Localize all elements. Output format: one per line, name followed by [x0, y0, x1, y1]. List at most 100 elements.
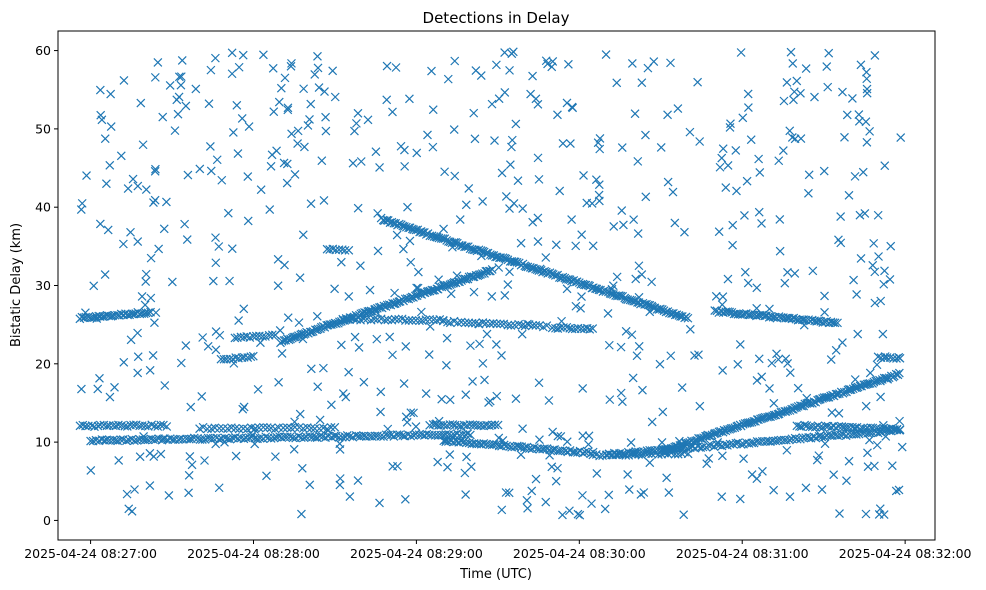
- data-point: [320, 87, 329, 97]
- data-point: [441, 437, 451, 447]
- data-point: [469, 108, 479, 118]
- data-point: [796, 88, 805, 98]
- data-point: [498, 253, 508, 263]
- data-point: [847, 93, 857, 103]
- data-point: [627, 295, 637, 305]
- data-point: [100, 134, 110, 144]
- data-point: [703, 430, 713, 440]
- data-point: [726, 424, 736, 433]
- data-point: [876, 296, 886, 306]
- data-point: [182, 235, 192, 245]
- data-point: [802, 421, 812, 431]
- data-point: [523, 503, 532, 513]
- data-point: [548, 445, 558, 455]
- data-point: [634, 341, 644, 351]
- data-point: [674, 436, 684, 446]
- data-point: [82, 171, 91, 180]
- data-point: [714, 227, 724, 237]
- data-point: [497, 168, 507, 178]
- data-point: [551, 240, 561, 250]
- data-point: [492, 319, 502, 329]
- data-point: [485, 319, 495, 329]
- data-point: [894, 352, 904, 362]
- data-point: [158, 434, 168, 444]
- data-point: [680, 227, 689, 237]
- data-point: [531, 94, 541, 104]
- data-point: [183, 170, 193, 180]
- data-point: [453, 318, 463, 328]
- data-point: [487, 265, 497, 274]
- data-point: [783, 358, 793, 368]
- data-point: [533, 237, 543, 246]
- data-point: [821, 393, 831, 402]
- data-point: [222, 354, 231, 364]
- data-point: [80, 308, 90, 318]
- data-point: [391, 63, 401, 72]
- data-point: [874, 252, 883, 261]
- data-point: [299, 84, 309, 94]
- data-point: [211, 439, 221, 449]
- data-point: [164, 491, 174, 500]
- data-point: [535, 264, 545, 274]
- data-point: [492, 391, 502, 401]
- data-point: [786, 47, 796, 57]
- data-point: [542, 444, 552, 453]
- data-point: [571, 277, 580, 287]
- data-point: [757, 219, 766, 228]
- data-point: [830, 318, 840, 328]
- data-point: [214, 434, 224, 444]
- data-point: [89, 281, 99, 291]
- data-point: [185, 452, 195, 461]
- data-point: [491, 60, 501, 70]
- data-point: [628, 373, 638, 383]
- data-point: [779, 96, 789, 106]
- data-point: [577, 230, 587, 240]
- data-point: [110, 382, 119, 392]
- data-point: [403, 202, 412, 212]
- data-point: [850, 171, 860, 181]
- data-point: [512, 257, 522, 267]
- data-point: [461, 390, 471, 400]
- data-point: [824, 48, 834, 58]
- data-point: [305, 115, 314, 124]
- data-point: [136, 98, 146, 108]
- data-point: [469, 287, 479, 297]
- data-point: [740, 267, 750, 277]
- data-point: [158, 112, 168, 122]
- data-point: [823, 82, 833, 92]
- data-point: [488, 318, 498, 328]
- data-point: [657, 438, 667, 447]
- data-point: [861, 509, 871, 519]
- data-point: [471, 66, 481, 75]
- data-point: [789, 313, 799, 323]
- data-point: [840, 132, 849, 142]
- data-point: [617, 397, 627, 407]
- data-point: [731, 146, 741, 155]
- data-point: [416, 307, 426, 317]
- data-point: [95, 219, 105, 229]
- data-point: [591, 175, 601, 185]
- data-point: [439, 224, 449, 234]
- data-point: [474, 319, 484, 329]
- data-point: [288, 433, 298, 443]
- data-point: [428, 142, 438, 152]
- data-point: [627, 59, 637, 68]
- data-point: [879, 423, 889, 433]
- data-point: [272, 146, 282, 156]
- data-point: [858, 167, 868, 177]
- data-point: [445, 395, 455, 405]
- data-point: [181, 341, 191, 350]
- data-point: [478, 358, 488, 368]
- data-point: [670, 310, 680, 320]
- data-point: [424, 350, 434, 359]
- data-point: [141, 185, 151, 194]
- data-point: [721, 183, 731, 192]
- data-point: [835, 509, 844, 518]
- data-point: [373, 208, 383, 218]
- data-point: [695, 137, 705, 146]
- data-point: [392, 230, 402, 240]
- data-point: [353, 476, 363, 486]
- data-point: [752, 474, 762, 484]
- data-point: [91, 311, 101, 321]
- data-point: [266, 161, 276, 171]
